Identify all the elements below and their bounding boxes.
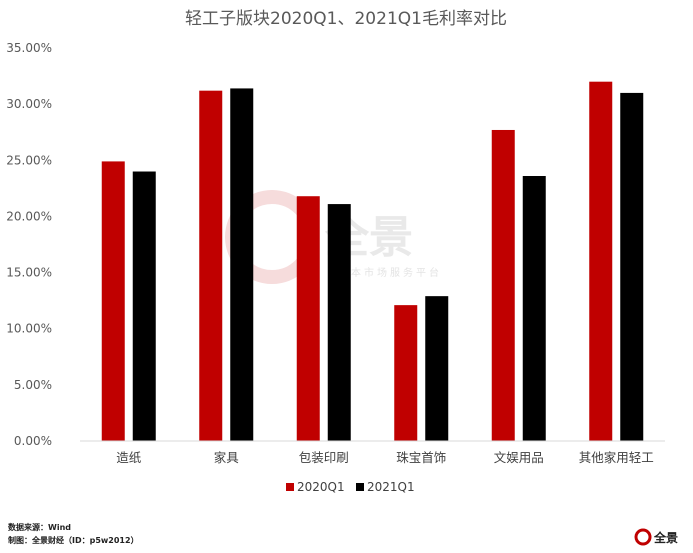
y-tick-label: 5.00%	[14, 378, 52, 392]
bar-2021q1-0	[132, 171, 156, 441]
bar-2020q1-2	[296, 196, 320, 441]
footer-maker: 制图：全景财经（ID：p5w2012）	[8, 535, 139, 545]
y-tick-label: 0.00%	[14, 434, 52, 448]
p5w-logo-icon	[634, 528, 652, 546]
category-label: 包装印刷	[299, 450, 349, 465]
y-tick-label: 10.00%	[6, 322, 52, 336]
y-tick-label: 20.00%	[6, 209, 52, 223]
watermark-sub: 资本市场服务平台	[338, 266, 442, 279]
category-label: 珠宝首饰	[396, 450, 446, 465]
category-label: 文娱用品	[494, 450, 544, 465]
bar-2020q1-5	[589, 81, 613, 441]
logo-text: 全景	[653, 530, 678, 545]
bar-2021q1-2	[327, 204, 351, 441]
legend-swatch-2021q1	[356, 483, 364, 491]
bar-2020q1-4	[491, 129, 515, 441]
category-label: 家具	[214, 450, 240, 465]
legend-swatch-2020q1	[286, 483, 294, 491]
bar-2020q1-0	[101, 161, 125, 441]
bar-2021q1-5	[620, 92, 644, 442]
chart-title: 轻工子版块2020Q1、2021Q1毛利率对比	[185, 9, 507, 29]
brand-logo: 全景	[634, 528, 678, 546]
bars	[101, 81, 644, 442]
bar-2020q1-1	[199, 90, 223, 441]
x-axis: 造纸 家具 包装印刷 珠宝首饰 文娱用品 其他家用轻工	[116, 450, 654, 465]
y-tick-label: 25.00%	[6, 153, 52, 167]
legend-label-2020q1: 2020Q1	[297, 480, 345, 494]
bar-2021q1-3	[425, 296, 449, 441]
bar-2021q1-4	[522, 176, 546, 441]
legend-label-2021q1: 2021Q1	[367, 480, 415, 494]
bar-2021q1-1	[230, 88, 254, 442]
category-label: 造纸	[116, 450, 142, 465]
footer-source: 数据来源：Wind	[8, 522, 71, 532]
y-axis: 0.00% 5.00% 10.00% 15.00% 20.00% 25.00% 30.00%…	[6, 41, 52, 448]
y-tick-label: 35.00%	[6, 41, 52, 55]
category-label: 其他家用轻工	[579, 450, 654, 465]
y-tick-label: 15.00%	[6, 266, 52, 280]
y-tick-label: 30.00%	[6, 97, 52, 111]
bar-2020q1-3	[394, 305, 418, 441]
legend: 2020Q1 2021Q1	[286, 480, 415, 494]
